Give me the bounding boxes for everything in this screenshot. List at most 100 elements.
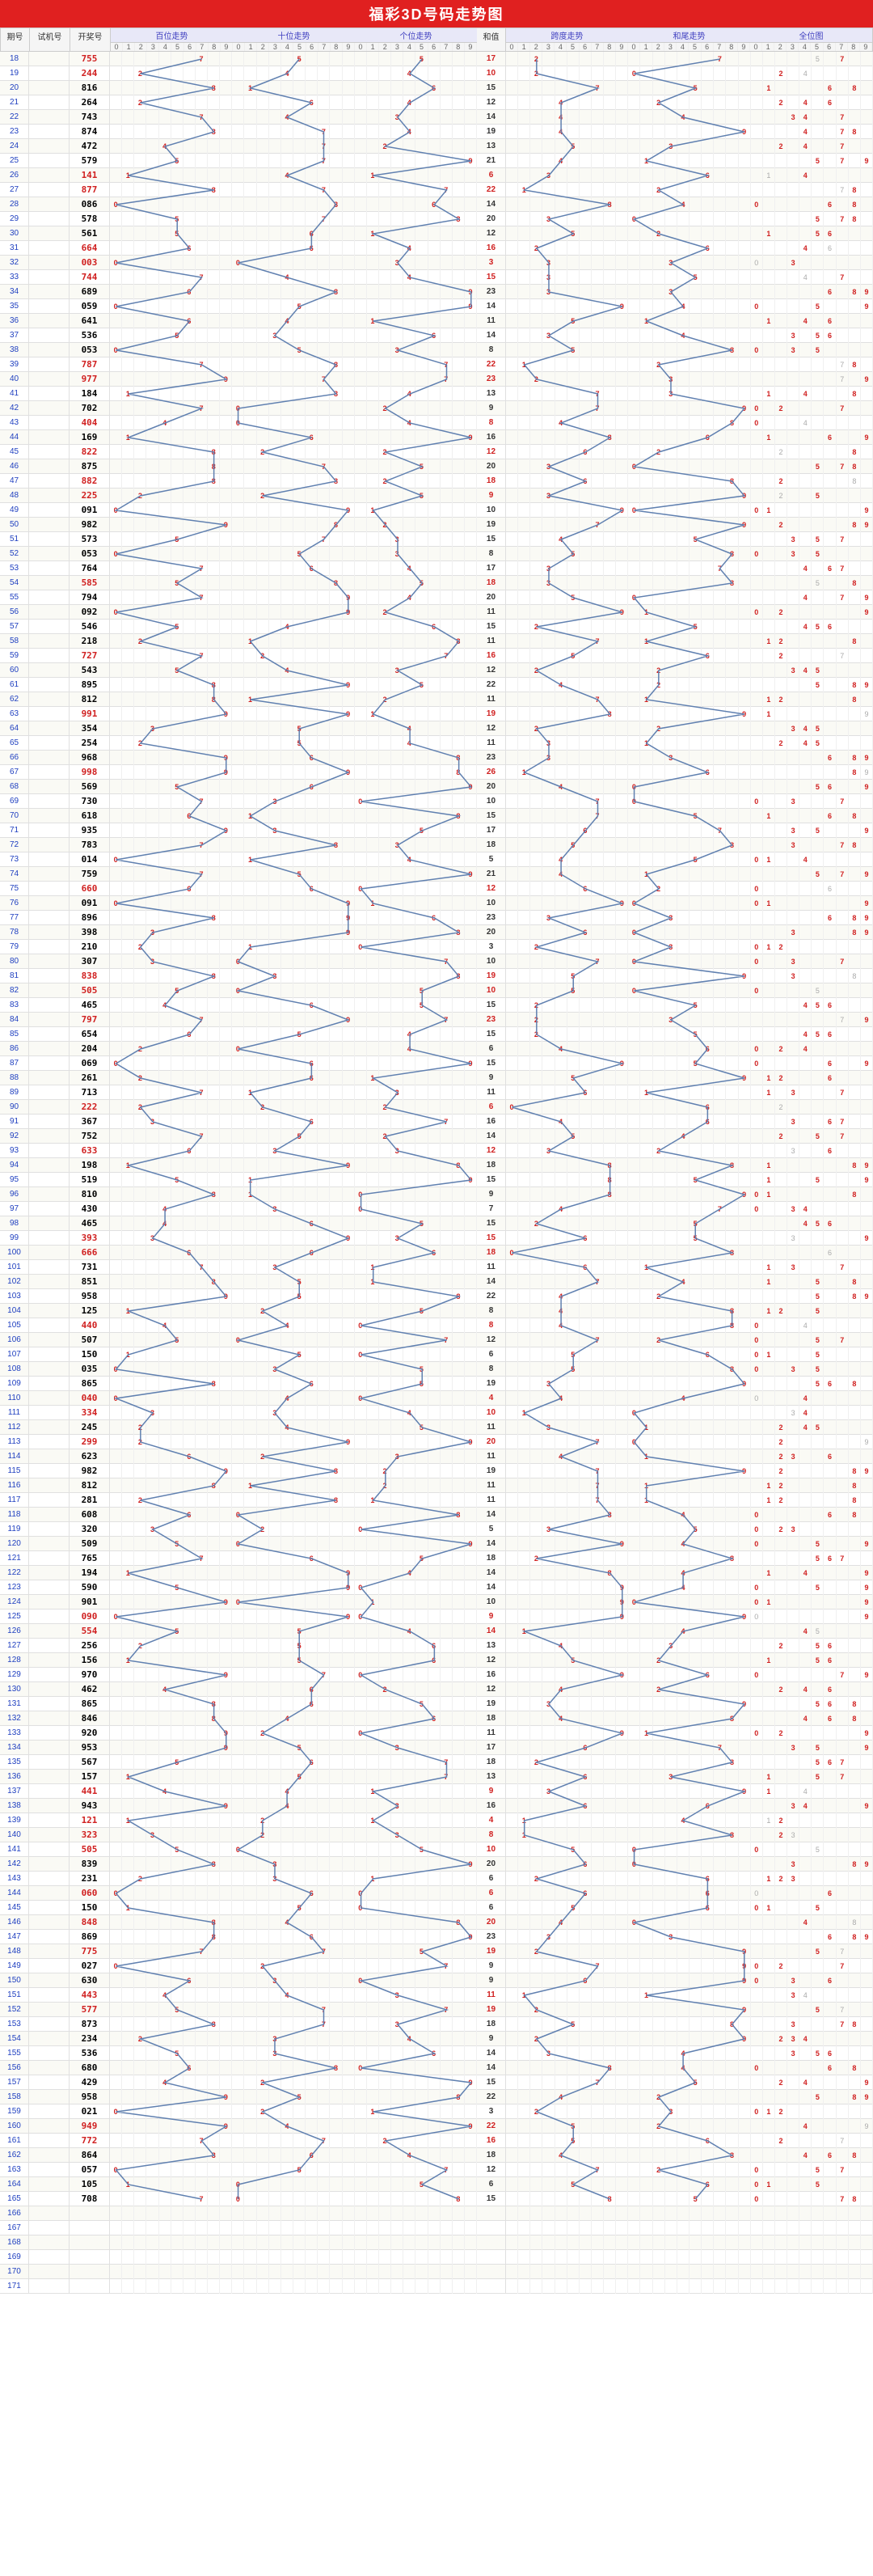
data-row: 13744144193914 (0, 1784, 873, 1799)
data-row: 628128121171128 (0, 692, 873, 707)
data-row: 685695692040569 (0, 780, 873, 794)
data-row: 141505505105005 (0, 1842, 873, 1857)
data-row: 79210210323012 (0, 940, 873, 954)
data-row: 33744744153547 (0, 270, 873, 285)
data-row: 1168128121171128 (0, 1478, 873, 1493)
data-row: 1538738731858378 (0, 2017, 873, 2032)
data-row: 13912112141412 (0, 1813, 873, 1828)
data-row: 870690691595069 (0, 1056, 873, 1071)
data-row: 212642641242246 (0, 95, 873, 110)
data-row: 3200300333303 (0, 256, 873, 270)
data-rows: 1875575517275719244244102024208168161575… (0, 52, 873, 2294)
data-row: 152577577192957 (0, 2003, 873, 2017)
data-row: 73014014545014 (0, 852, 873, 867)
data-row: 834654651525456 (0, 998, 873, 1013)
data-row: 97430430747034 (0, 1202, 873, 1216)
data-row: 441691691686169 (0, 430, 873, 445)
data-row: 160949949225249 (0, 2119, 873, 2134)
data-row: 150630630969036 (0, 1973, 873, 1988)
data-row: 411841841373148 (0, 387, 873, 401)
data-row: 27877877221278 (0, 183, 873, 197)
data-row: 1339209201191029 (0, 1726, 873, 1741)
data-row: 1159829821979289 (0, 1464, 873, 1478)
data-row: 81838838195938 (0, 969, 873, 983)
data-row: 39787787221278 (0, 357, 873, 372)
data-row: 366416411151146 (0, 314, 873, 328)
data-row: 1098658651939568 (0, 1377, 873, 1391)
data-row: 719359351767359 (0, 823, 873, 838)
chart-title: 福彩3D号码走势图 (0, 0, 873, 27)
data-row: 575465461525456 (0, 620, 873, 634)
data-row: 63991991198919 (0, 707, 873, 721)
data-row: 40977977232379 (0, 372, 873, 387)
data-row: 93633633123236 (0, 1144, 873, 1158)
data-row: 167 (0, 2221, 873, 2235)
data-row: 255795792141579 (0, 154, 873, 168)
data-row: 14406006066606 (0, 1886, 873, 1901)
data-row: 913673671646367 (0, 1115, 873, 1129)
data-row: 350590591494059 (0, 299, 873, 314)
data-row: 227437431444347 (0, 110, 873, 125)
data-row: 2614114163614 (0, 168, 873, 183)
data-row: 10544044084804 (0, 1318, 873, 1333)
data-row: 59727727165627 (0, 649, 873, 663)
data-row: 1217657651828567 (0, 1551, 873, 1566)
data-row: 82505505105005 (0, 983, 873, 998)
full-group: 全位图 0123456789 (750, 28, 872, 51)
data-row: 643543541222345 (0, 721, 873, 736)
data-row: 75660660126206 (0, 882, 873, 896)
data-row: 375365361434356 (0, 328, 873, 343)
data-row: 208168161575168 (0, 81, 873, 95)
data-row: 1017317311161137 (0, 1260, 873, 1275)
data-row: 669689682333689 (0, 751, 873, 765)
data-row: 84797797232379 (0, 1013, 873, 1027)
data-row: 168 (0, 2235, 873, 2250)
data-row: 1205095091494059 (0, 1537, 873, 1551)
data-row: 902222226062 (0, 1100, 873, 1115)
data-row: 783983982060389 (0, 925, 873, 940)
data-row: 706186181575168 (0, 809, 873, 823)
data-row: 1172812811171128 (0, 1493, 873, 1508)
data-row: 145150150656015 (0, 1901, 873, 1915)
data-row: 148775775192957 (0, 1944, 873, 1959)
data-row: 119320320535023 (0, 1522, 873, 1537)
data-row: 11004004044404 (0, 1391, 873, 1406)
data-row: 1349539531767359 (0, 1741, 873, 1755)
data-row: 161772772165627 (0, 2134, 873, 2148)
data-row: 86204204646024 (0, 1042, 873, 1056)
data-row: 88261261959126 (0, 1071, 873, 1085)
header-row: 期号 试机号 开奖号 百位走势 0123456789 十位走势 01234567… (0, 27, 873, 52)
data-row: 305615611252156 (0, 226, 873, 241)
data-row: 1281561561252156 (0, 1653, 873, 1668)
data-row: 169 (0, 2250, 873, 2265)
data-row: 107150150656015 (0, 1347, 873, 1362)
data-row: 166 (0, 2206, 873, 2221)
data-row: 244724721353247 (0, 139, 873, 154)
data-row: 515735731545357 (0, 532, 873, 547)
data-row: 54585585183858 (0, 576, 873, 590)
data-row: 1186086081484068 (0, 1508, 873, 1522)
data-row: 38053053858035 (0, 343, 873, 357)
data-row: 1630570571272057 (0, 2163, 873, 2177)
data-row: 108035035858035 (0, 1362, 873, 1377)
data-row: 154234234929234 (0, 2032, 873, 2046)
data-row: 537647641737467 (0, 561, 873, 576)
data-row: 14032332381823 (0, 1828, 873, 1842)
test-header: 试机号 (30, 28, 70, 51)
data-row: 1039589582242589 (0, 1289, 873, 1304)
data-row: 1355675671828567 (0, 1755, 873, 1770)
data-row: 778968962333689 (0, 911, 873, 925)
data-row: 295785782030578 (0, 212, 873, 226)
data-row: 4340440484804 (0, 416, 873, 430)
data-row: 697307301070037 (0, 794, 873, 809)
sum-header: 和值 (477, 28, 506, 51)
data-row: 984654651525456 (0, 1216, 873, 1231)
data-row: 1122452451131245 (0, 1420, 873, 1435)
span-group: 跨度走势 0123456789 (506, 28, 628, 51)
data-row: 31664664162646 (0, 241, 873, 256)
data-row: 146848848204048 (0, 1915, 873, 1930)
data-row: 897137131161137 (0, 1085, 873, 1100)
data-row: 113299299207029 (0, 1435, 873, 1449)
data-row: 1428398392060389 (0, 1857, 873, 1872)
data-row: 149027027979027 (0, 1959, 873, 1973)
